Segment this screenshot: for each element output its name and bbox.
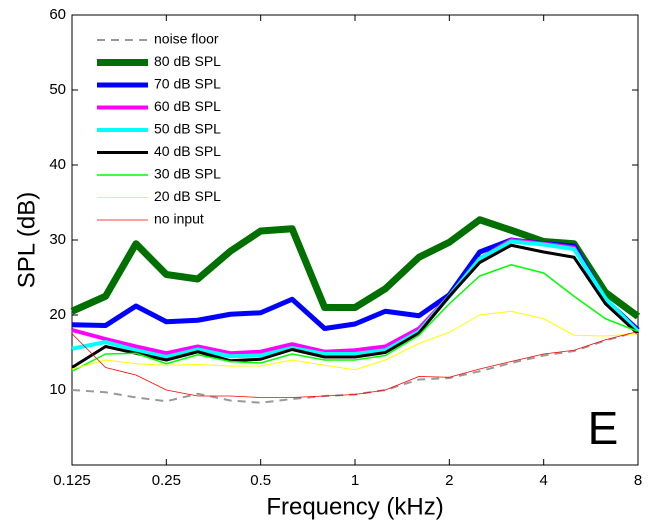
x-tick-label: 8: [634, 472, 642, 489]
y-tick-label: 40: [49, 156, 66, 173]
legend-text: 30 dB SPL: [154, 166, 221, 182]
y-tick-label: 60: [49, 6, 66, 23]
panel-label: E: [588, 402, 619, 454]
legend-text: 50 dB SPL: [154, 121, 221, 137]
y-tick-label: 50: [49, 81, 66, 98]
series-line: [71, 239, 640, 359]
x-axis-title: Frequency (kHz): [266, 493, 443, 520]
legend-text: noise floor: [154, 31, 219, 47]
y-tick-label: 30: [49, 231, 66, 248]
x-tick-label: 1: [351, 472, 359, 489]
y-tick-label: 10: [49, 381, 66, 398]
series-line: [71, 310, 639, 371]
x-tick-label: 4: [539, 472, 547, 489]
legend-text: no input: [154, 211, 204, 227]
x-tick-label: 0.5: [250, 472, 271, 489]
x-tick-label: 0.25: [152, 472, 181, 489]
series-line: [71, 331, 639, 398]
series-line: [71, 243, 640, 369]
y-axis-title: SPL (dB): [13, 192, 40, 288]
legend-text: 60 dB SPL: [154, 98, 221, 114]
x-tick-label: 2: [445, 472, 453, 489]
legend-text: 80 dB SPL: [154, 53, 221, 69]
x-tick-label: 0.125: [53, 472, 91, 489]
series-line: [71, 264, 639, 372]
legend-text: 40 dB SPL: [154, 143, 221, 159]
y-tick-label: 20: [49, 306, 66, 323]
legend-text: 70 dB SPL: [154, 76, 221, 92]
legend-text: 20 dB SPL: [154, 188, 221, 204]
